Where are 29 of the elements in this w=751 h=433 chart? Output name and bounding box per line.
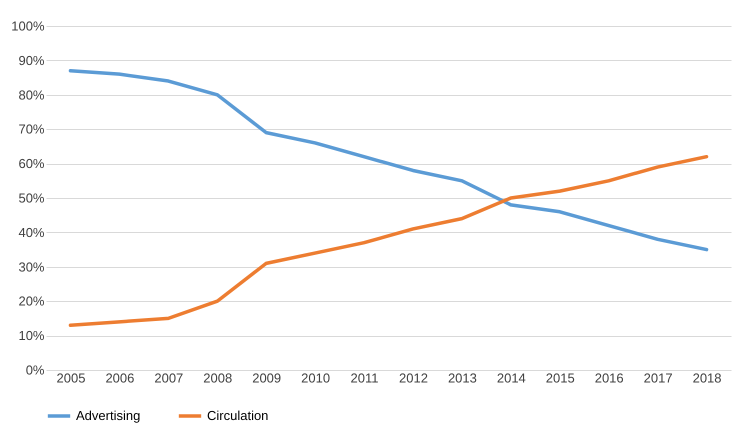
- legend-label: Advertising: [76, 408, 140, 423]
- x-tick-label: 2007: [154, 370, 184, 386]
- y-tick-label: 30%: [18, 259, 45, 274]
- x-tick-label: 2010: [301, 370, 330, 386]
- line-series: [68, 68, 708, 252]
- y-tick-label: 50%: [18, 190, 45, 206]
- y-tick-label: 70%: [18, 122, 45, 137]
- x-tick-label: 2008: [203, 370, 232, 386]
- x-tick-label: 2018: [692, 370, 722, 386]
- x-tick-label: 2015: [546, 370, 575, 386]
- y-tick-label: 80%: [18, 87, 45, 102]
- y-tick-label: 10%: [18, 328, 45, 344]
- y-tick-label: 60%: [18, 156, 45, 172]
- x-tick-label: 2013: [448, 370, 477, 386]
- y-tick-label: 90%: [18, 52, 45, 68]
- y-tick-label: 40%: [18, 224, 45, 240]
- x-tick-label: 2012: [399, 370, 428, 386]
- x-tick-label: 2016: [594, 370, 624, 386]
- y-tick-label: 20%: [18, 294, 45, 309]
- x-tick-label: 2005: [56, 370, 86, 386]
- legend-label: Circulation: [207, 408, 268, 423]
- x-tick-label: 2011: [350, 370, 379, 386]
- y-tick-label: 100%: [11, 18, 45, 34]
- x-tick-label: 2017: [644, 370, 673, 386]
- line-series: [68, 154, 708, 328]
- x-tick-label: 2014: [496, 370, 526, 386]
- x-tick-label: 2009: [252, 370, 282, 386]
- x-tick-label: 2006: [105, 370, 134, 386]
- y-tick-label: 0%: [26, 362, 45, 378]
